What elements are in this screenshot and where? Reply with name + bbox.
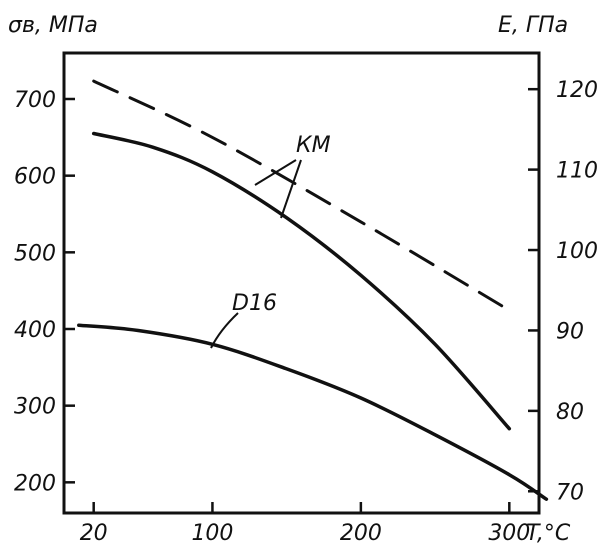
km-curve-label: КМ: [296, 133, 331, 158]
km-leader-solid: [280, 159, 302, 219]
x-tick-label: 100: [191, 521, 233, 546]
left-tick-label: 200: [14, 471, 56, 496]
x-tick-label: 300: [488, 521, 530, 546]
left-tick-label: 500: [14, 241, 56, 266]
left-tick-label: 700: [14, 88, 56, 113]
x-axis-title: T,°C: [526, 521, 571, 546]
series-line-km-dashed: [92, 79, 511, 312]
left-axis-ticks: 200 300 400 500 600 700: [14, 88, 75, 496]
series-line-d16-solid: [77, 323, 549, 501]
plot-frame: [62, 51, 541, 515]
right-tick-label: 70: [556, 480, 584, 505]
right-tick-label: 120: [556, 78, 598, 103]
km-leader-dashed: [254, 159, 297, 186]
right-tick-label: 90: [556, 319, 584, 344]
series-layer: [77, 79, 549, 501]
km-annotation: КМ: [254, 133, 331, 219]
d16-leader: [210, 312, 239, 349]
left-tick-label: 400: [14, 318, 56, 343]
left-tick-label: 300: [14, 395, 56, 420]
right-tick-label: 100: [556, 239, 598, 264]
d16-curve-label: D16: [232, 291, 277, 316]
left-tick-label: 600: [14, 165, 56, 190]
series-line-km-solid: [91, 131, 512, 431]
x-tick-label: 20: [80, 521, 108, 546]
x-axis-ticks: 20 100 200 300: [80, 502, 530, 546]
left-axis-title: σв, МПа: [8, 13, 98, 38]
right-tick-label: 80: [556, 400, 584, 425]
right-axis-title: E, ГПа: [498, 13, 568, 38]
right-axis-ticks: 70 80 90 100 110 120: [528, 78, 598, 505]
x-tick-label: 200: [340, 521, 382, 546]
right-tick-label: 110: [556, 159, 598, 184]
d16-annotation: D16: [210, 291, 277, 349]
